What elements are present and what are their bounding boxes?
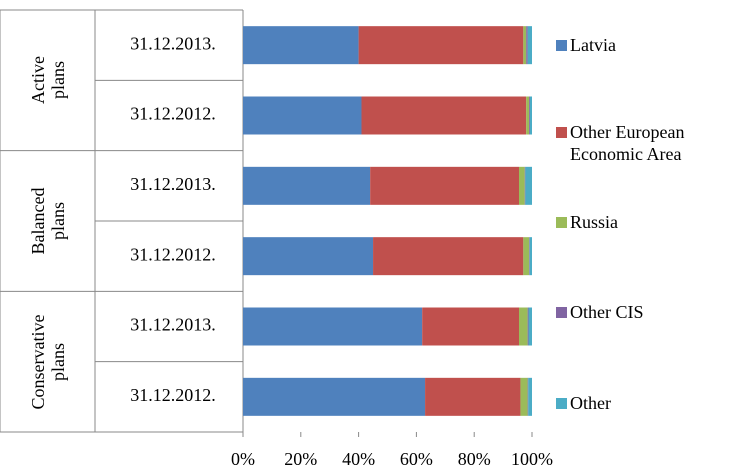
bar-segment	[529, 96, 532, 135]
legend-label: Russia	[570, 212, 619, 232]
bar-segment	[373, 237, 524, 276]
bar-segment	[518, 307, 528, 346]
bar-segment	[425, 377, 521, 416]
bar-segment	[529, 96, 530, 135]
x-tick-label: 0%	[231, 449, 255, 469]
bar-segment	[243, 307, 423, 346]
legend-swatch	[556, 307, 567, 318]
x-tick-label: 80%	[458, 449, 491, 469]
y-tick-label: 31.12.2012.	[130, 385, 216, 405]
y-tick-label: 31.12.2012.	[130, 244, 216, 264]
bar-segment	[524, 166, 526, 205]
group-label: Balanced plans	[27, 187, 68, 255]
legend-swatch	[556, 127, 567, 138]
bar-segment	[358, 26, 524, 65]
group-label: Active plans	[27, 56, 68, 105]
bar-segment	[526, 96, 530, 135]
bar-segment	[527, 307, 529, 346]
y-tick-label: 31.12.2013.	[130, 33, 216, 53]
bar-segment	[243, 237, 374, 276]
x-tick-label: 100%	[511, 449, 553, 469]
legend-swatch	[556, 398, 567, 409]
bar-segment	[527, 377, 529, 416]
bar-segment	[529, 237, 530, 276]
bar-segment	[370, 166, 519, 205]
y-tick-label: 31.12.2012.	[130, 104, 216, 124]
legend-swatch	[556, 217, 567, 228]
group-label: Conservative plans	[27, 314, 68, 410]
bar-segment	[518, 166, 525, 205]
bar-segment	[523, 26, 527, 65]
bar-segment	[520, 377, 528, 416]
x-tick-label: 20%	[284, 449, 317, 469]
bar-segment	[243, 96, 362, 135]
bar-segment	[361, 96, 527, 135]
bar-segment	[243, 377, 426, 416]
x-tick-label: 60%	[400, 449, 433, 469]
legend-label: Other European Economic Area	[570, 122, 685, 164]
legend-swatch	[556, 40, 567, 51]
y-tick-label: 31.12.2013.	[130, 174, 216, 194]
bar-segment	[527, 26, 532, 65]
x-tick-label: 40%	[342, 449, 375, 469]
y-tick-label: 31.12.2013.	[130, 315, 216, 335]
bar-segment	[526, 26, 528, 65]
legend-label: Other CIS	[570, 302, 644, 322]
bar-segment	[529, 237, 532, 276]
bar-segment	[525, 166, 532, 205]
bar-segment	[243, 26, 359, 65]
legend-label: Other	[570, 393, 611, 413]
bar-segment	[523, 237, 530, 276]
bar-segment	[422, 307, 519, 346]
bar-segment	[528, 307, 532, 346]
bar-segment	[528, 377, 532, 416]
legend-label: Latvia	[570, 35, 616, 55]
bar-segment	[243, 166, 371, 205]
